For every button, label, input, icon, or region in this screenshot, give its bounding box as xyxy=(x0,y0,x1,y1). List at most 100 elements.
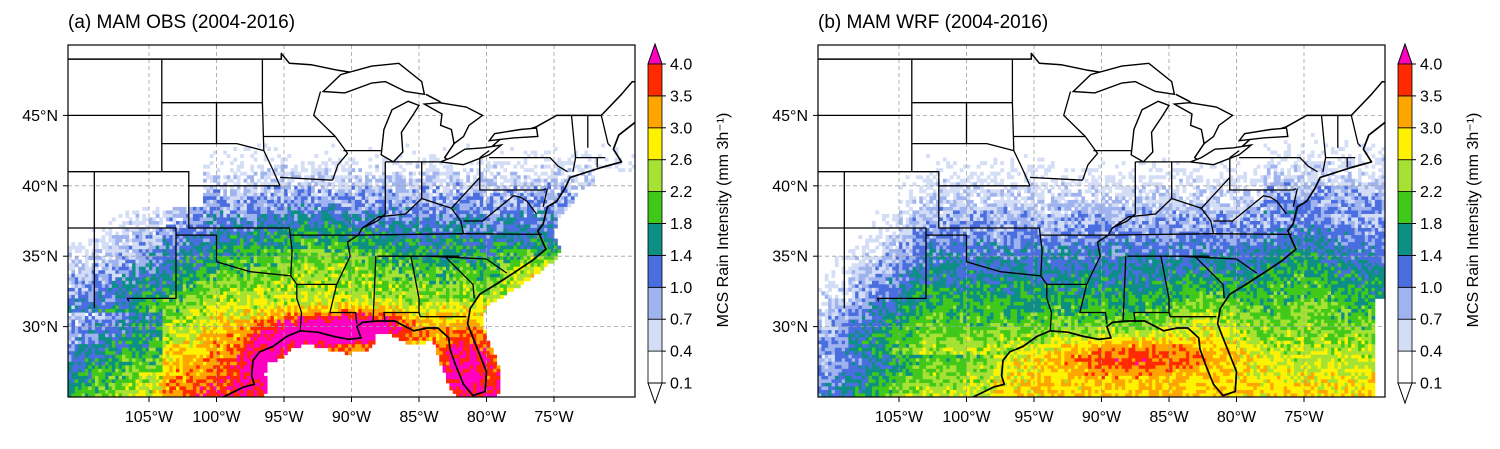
rain-cell xyxy=(392,298,396,303)
rain-cell xyxy=(422,287,427,292)
rain-cell xyxy=(263,228,268,232)
rain-cell xyxy=(560,164,565,169)
rain-cell xyxy=(273,238,278,243)
rain-cell xyxy=(260,245,265,250)
rain-cell xyxy=(152,256,157,261)
rain-cell xyxy=(307,182,312,187)
rain-cell xyxy=(483,175,487,180)
rain-cell xyxy=(155,256,160,261)
rain-cell xyxy=(381,199,386,204)
rain-cell xyxy=(105,277,109,282)
rain-cell xyxy=(354,263,359,268)
rain-cell xyxy=(165,228,170,232)
rain-cell xyxy=(341,280,346,285)
rain-cell xyxy=(95,273,99,278)
rain-cell xyxy=(203,199,207,204)
rain-cell xyxy=(263,259,268,264)
rain-cell xyxy=(290,252,295,257)
rain-cell xyxy=(412,266,417,271)
rain-cell xyxy=(165,263,170,268)
rain-cell xyxy=(365,301,369,306)
rain-cell xyxy=(378,273,383,278)
rain-cell xyxy=(398,259,403,264)
rain-cell xyxy=(196,287,201,292)
rain-cell xyxy=(473,199,477,204)
rain-cell xyxy=(284,185,288,190)
rain-cell xyxy=(415,305,420,310)
rain-cell xyxy=(449,238,454,243)
rain-cell xyxy=(510,245,514,250)
rain-cell xyxy=(91,294,96,299)
rain-cell xyxy=(381,235,386,239)
rain-cell xyxy=(513,199,518,204)
rain-cell xyxy=(176,263,180,268)
rain-cell xyxy=(557,245,562,250)
rain-cell xyxy=(74,294,79,299)
rain-cell xyxy=(469,263,474,268)
rain-cell xyxy=(182,213,187,218)
rain-cell xyxy=(479,175,484,180)
rain-cell xyxy=(392,291,396,296)
rain-cell xyxy=(506,252,511,257)
rain-cell xyxy=(219,210,224,215)
rain-cell xyxy=(74,309,79,313)
rain-cell xyxy=(182,231,187,236)
rain-cell xyxy=(327,203,332,208)
rain-cell xyxy=(321,224,325,229)
rain-cell xyxy=(182,305,187,310)
rain-cell xyxy=(446,259,450,264)
rain-cell xyxy=(500,242,504,247)
rain-cell xyxy=(550,249,555,254)
rain-cell xyxy=(118,249,123,254)
rain-cell xyxy=(408,284,413,289)
rain-cell xyxy=(398,298,403,303)
rain-cell xyxy=(513,249,518,254)
rain-cell xyxy=(557,168,562,173)
rain-cell xyxy=(155,228,160,232)
rain-cell xyxy=(192,252,197,257)
rain-cell xyxy=(459,182,464,187)
rain-cell xyxy=(162,273,167,278)
rain-cell xyxy=(159,217,163,222)
rain-cell xyxy=(351,206,356,211)
rain-cell xyxy=(351,203,356,208)
rain-cell xyxy=(219,280,224,285)
rain-cell xyxy=(351,256,356,261)
rain-cell xyxy=(149,238,153,243)
rain-cell xyxy=(365,242,369,247)
rain-cell xyxy=(381,256,386,261)
rain-cell xyxy=(334,273,339,278)
rain-cell xyxy=(125,298,130,303)
rain-cell xyxy=(331,280,336,285)
rain-cell xyxy=(280,199,285,204)
rain-cell xyxy=(280,287,285,292)
rain-cell xyxy=(412,256,417,261)
rain-cell xyxy=(159,301,163,306)
rain-cell xyxy=(537,238,541,243)
rain-cell xyxy=(341,210,346,215)
rain-cell xyxy=(165,291,170,296)
rain-cell xyxy=(311,192,315,197)
rain-cell xyxy=(186,228,190,232)
rain-cell xyxy=(466,266,471,271)
rain-cell xyxy=(412,238,417,243)
rain-cell xyxy=(533,242,538,247)
rain-cell xyxy=(503,161,508,166)
rain-cell xyxy=(280,157,285,162)
rain-cell xyxy=(243,213,248,218)
rain-cell xyxy=(297,217,302,222)
rain-cell xyxy=(466,249,471,254)
rain-cell xyxy=(149,298,153,303)
rain-cell xyxy=(179,242,184,247)
rain-cell xyxy=(422,266,427,271)
rain-cell xyxy=(233,270,238,275)
rain-cell xyxy=(456,196,460,201)
rain-cell xyxy=(250,280,255,285)
rain-cell xyxy=(122,249,126,254)
rain-cell xyxy=(408,210,413,215)
rain-cell xyxy=(230,298,234,303)
rain-cell xyxy=(368,284,373,289)
rain-cell xyxy=(520,242,525,247)
rain-cell xyxy=(429,249,433,254)
rain-cell xyxy=(273,224,278,229)
